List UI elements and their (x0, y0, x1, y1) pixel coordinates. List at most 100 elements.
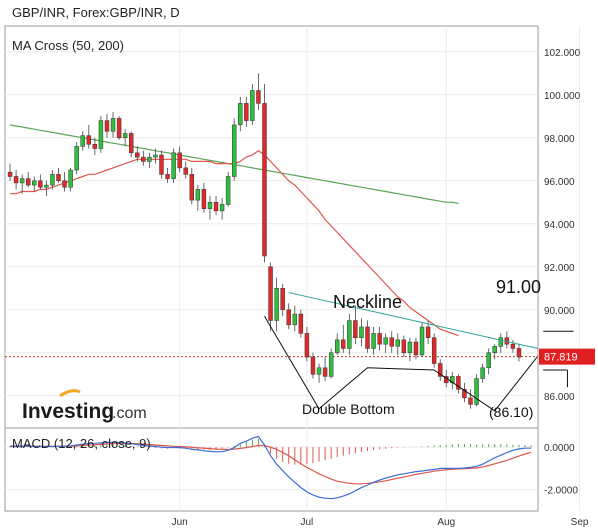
candle-body (328, 352, 334, 377)
candle-body (334, 339, 340, 354)
chart-title: GBP/INR, Forex:GBP/INR, D (12, 5, 180, 20)
candle-body (98, 120, 104, 149)
candle-body (389, 337, 394, 347)
price-tick-label: 98.000 (544, 134, 575, 145)
candle-body (147, 156, 152, 162)
candle-body (365, 326, 370, 349)
double-bottom-label: Double Bottom (302, 401, 395, 417)
candle-body (68, 169, 73, 188)
candle-body (122, 133, 128, 139)
candle-body (274, 288, 279, 321)
candle-body (262, 103, 267, 257)
candle-body (195, 189, 201, 201)
candle-body (456, 376, 461, 390)
investing-logo-suffix: .com (112, 405, 147, 422)
candle-body (516, 348, 522, 358)
candle-body (419, 326, 425, 356)
candle-body (286, 309, 291, 326)
candle-body (207, 202, 213, 209)
candle-body (322, 367, 328, 377)
candle-body (510, 343, 516, 349)
macd-tick-label: 0.0000 (544, 443, 575, 454)
candle-body (141, 156, 146, 162)
candle-body (56, 174, 61, 182)
investing-logo-name: Investing (22, 400, 114, 423)
candle-body (19, 178, 25, 184)
candlesticks (7, 73, 522, 409)
price-tick-label: 86.000 (544, 392, 575, 403)
macd-signal-line (10, 442, 532, 485)
neckline-label: Neckline (333, 292, 402, 312)
candle-body (468, 397, 473, 405)
price-tick-label: 102.000 (544, 48, 581, 59)
candle-body (377, 333, 382, 345)
candle-body (135, 152, 140, 158)
price-tick-label: 94.000 (544, 220, 575, 231)
candle-body (268, 266, 273, 321)
candle-body (437, 363, 443, 377)
candle-body (92, 143, 98, 149)
target-down-label: (86.10) (489, 404, 533, 420)
candle-body (250, 90, 255, 121)
candle-body (110, 118, 116, 132)
macd-tick-label: -2.0000 (544, 486, 578, 497)
last-price-label: 87.819 (544, 352, 578, 364)
grid (4, 25, 581, 512)
candle-body (116, 118, 122, 139)
candle-body (219, 204, 225, 212)
candle-body (213, 202, 219, 212)
candle-body (492, 346, 497, 354)
candle-body (371, 333, 376, 349)
candle-body (201, 189, 207, 209)
candle-body (165, 174, 170, 179)
time-tick-label: Jul (301, 517, 314, 528)
time-tick-label: Aug (437, 517, 455, 528)
candle-body (480, 367, 485, 379)
candle-body (256, 90, 261, 104)
candle-body (80, 135, 85, 147)
investing-logo-swoosh-icon (59, 389, 81, 398)
neckline (288, 292, 539, 349)
candle-body (353, 320, 358, 338)
price-tick-label: 92.000 (544, 263, 575, 274)
candle-body (395, 339, 401, 347)
macd-label: MACD (12, 26, close, 9) (12, 436, 151, 451)
candle-body (431, 337, 437, 364)
candle-body (486, 352, 491, 369)
time-tick-label: Sep (571, 517, 589, 528)
candle-body (359, 326, 364, 338)
candle-body (104, 120, 110, 132)
candle-body (498, 337, 504, 347)
price-tick-label: 90.000 (544, 306, 575, 317)
candle-body (44, 184, 49, 188)
investing-logo: Investing .com (22, 389, 147, 423)
candle-body (50, 174, 55, 186)
candle-body (13, 176, 19, 184)
candle-body (238, 103, 243, 126)
candle-body (32, 180, 37, 186)
candle-body (316, 367, 322, 375)
candle-body (474, 378, 479, 405)
candle-body (298, 313, 304, 334)
candle-body (244, 103, 249, 121)
candle-body (383, 337, 388, 345)
candle-body (7, 171, 13, 177)
candle-body (62, 180, 67, 188)
candle-body (425, 326, 431, 338)
candle-body (310, 356, 316, 375)
ma-cross-label: MA Cross (50, 200) (12, 38, 124, 53)
candle-body (231, 124, 237, 177)
axes: 86.00088.00090.00092.00094.00096.00098.0… (172, 48, 595, 528)
candle-body (38, 180, 43, 188)
candle-body (153, 154, 158, 158)
candle-body (189, 174, 195, 201)
candle-body (177, 152, 182, 169)
macd-line (10, 435, 532, 500)
candle-body (292, 313, 298, 326)
candle-body (413, 341, 419, 356)
candle-body (462, 389, 467, 399)
price-tick-label: 100.000 (544, 91, 581, 102)
candle-body (25, 178, 31, 186)
double-bottom-outline (264, 315, 538, 412)
